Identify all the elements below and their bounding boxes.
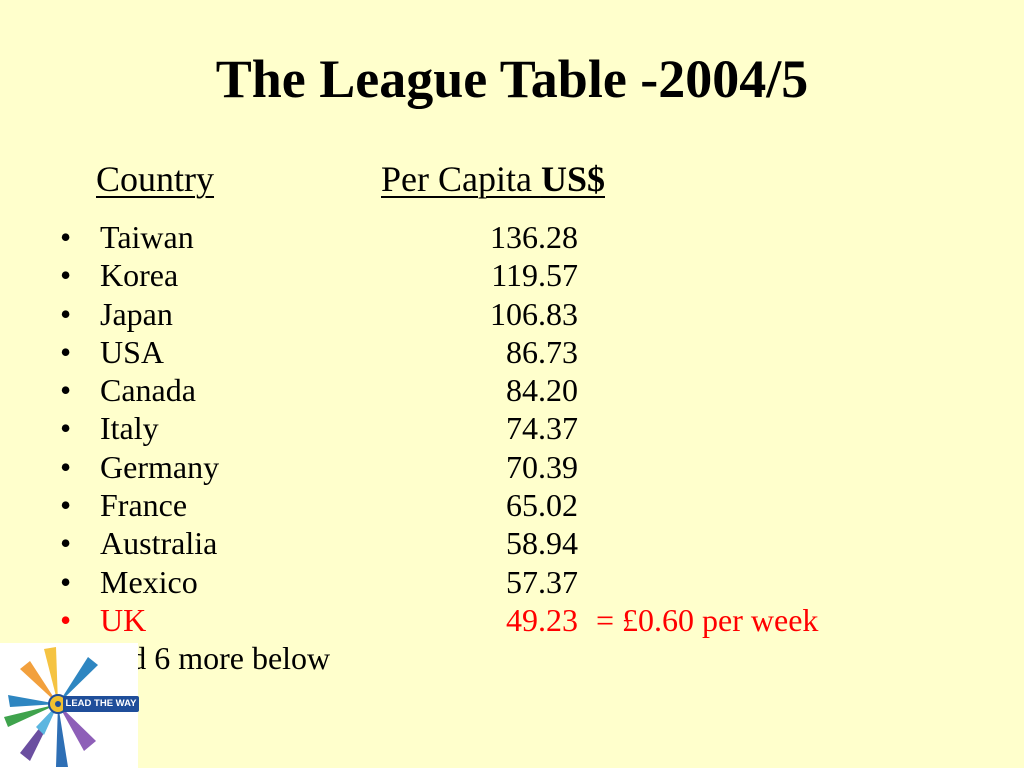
bullet: • xyxy=(60,410,72,447)
list-item: • Germany 70.39 xyxy=(0,448,1024,486)
list-item: • France 65.02 xyxy=(0,486,1024,524)
bullet: • xyxy=(60,372,72,409)
per-capita-value: 57.37 xyxy=(506,563,578,600)
bullet: • xyxy=(60,563,72,600)
rotary-lead-the-way-logo xyxy=(0,643,138,768)
weekly-cost-note: = £0.60 per week xyxy=(596,601,819,638)
bullet: • xyxy=(60,219,72,255)
league-table-list: • Taiwan 136.28 • Korea 119.57 • Japan 106.83 … xyxy=(0,218,1024,678)
bullet: • xyxy=(60,295,72,332)
per-capita-label: Per Capita xyxy=(381,159,541,199)
list-item: • Italy 74.37 xyxy=(0,409,1024,447)
per-capita-value: 119.57 xyxy=(491,257,578,294)
per-capita-value: 136.28 xyxy=(490,219,578,255)
list-item: • Canada 84.20 xyxy=(0,371,1024,409)
column-header-country: Country xyxy=(96,159,215,199)
country-name: Germany xyxy=(100,448,220,485)
per-capita-value: 106.83 xyxy=(490,295,578,332)
bullet: • xyxy=(60,257,72,294)
slide-title: The League Table -2004/5 xyxy=(215,49,809,109)
list-item: • Mexico 57.37 xyxy=(0,563,1024,601)
per-capita-value: 49.23 xyxy=(506,601,578,638)
column-header-per-capita: Per Capita US$ xyxy=(381,157,605,201)
list-item: • Korea 119.57 xyxy=(0,256,1024,294)
list-item: •and 6 more below xyxy=(0,639,1024,677)
per-capita-value: 84.20 xyxy=(506,372,578,409)
per-capita-value: 74.37 xyxy=(506,410,578,447)
bullet: • xyxy=(60,448,72,485)
country-name: France xyxy=(100,487,188,524)
bullet: • xyxy=(60,487,72,524)
country-name: Canada xyxy=(100,372,196,409)
bullet: • xyxy=(60,525,72,562)
country-name: Korea xyxy=(100,257,179,294)
list-item-highlighted: • UK 49.23 = £0.60 per week xyxy=(0,601,1024,639)
country-name: UK xyxy=(100,601,147,638)
more-below-text: and 6 more below xyxy=(100,640,331,677)
per-capita-value: 86.73 xyxy=(506,333,578,370)
list-item: • Australia 58.94 xyxy=(0,524,1024,562)
list-item: • Taiwan 136.28 xyxy=(0,218,1024,256)
per-capita-value: 70.39 xyxy=(506,448,578,485)
bullet: • xyxy=(60,333,72,370)
per-capita-value: 58.94 xyxy=(506,525,578,562)
country-name: USA xyxy=(100,333,165,370)
starburst-icon xyxy=(4,647,98,767)
country-name: Italy xyxy=(100,410,159,447)
currency-label: US$ xyxy=(540,159,605,199)
list-item: • USA 86.73 xyxy=(0,333,1024,371)
country-name: Mexico xyxy=(100,563,198,600)
country-name: Taiwan xyxy=(100,219,194,255)
per-capita-value: 65.02 xyxy=(506,487,578,524)
list-item: • Japan 106.83 xyxy=(0,295,1024,333)
logo-text: LEAD THE WAY xyxy=(63,696,139,712)
country-name: Australia xyxy=(100,525,218,562)
country-name: Japan xyxy=(100,295,173,332)
bullet: • xyxy=(60,601,72,638)
